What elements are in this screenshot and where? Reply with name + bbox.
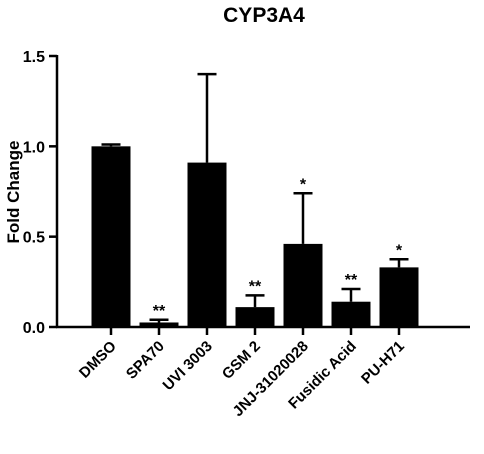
significance-marker: * xyxy=(396,242,403,259)
y-tick-label: 0.5 xyxy=(23,230,45,247)
bar xyxy=(331,301,371,327)
significance-marker: * xyxy=(300,176,307,193)
bars xyxy=(91,72,419,327)
y-axis-label: Fold Change xyxy=(4,141,23,244)
bar xyxy=(379,267,419,327)
category-label: DMSO xyxy=(76,338,120,382)
category-label: GSM 2 xyxy=(219,338,264,383)
category-label: UVI 3003 xyxy=(160,338,216,394)
y-tick-label: 1.0 xyxy=(23,139,45,156)
category-label: SPA70 xyxy=(123,338,168,383)
y-tick-label: 0.0 xyxy=(23,320,45,337)
bar xyxy=(235,307,275,327)
bar xyxy=(91,146,131,327)
significance-marker: ** xyxy=(345,272,358,289)
significance-marker: ** xyxy=(249,278,262,295)
significance-marker: ** xyxy=(153,303,166,320)
bar xyxy=(139,322,179,327)
bar xyxy=(187,162,227,327)
chart-title: CYP3A4 xyxy=(223,4,305,27)
y-tick-label: 1.5 xyxy=(23,49,45,66)
bar xyxy=(283,243,323,327)
category-label: PU-H71 xyxy=(358,338,408,388)
